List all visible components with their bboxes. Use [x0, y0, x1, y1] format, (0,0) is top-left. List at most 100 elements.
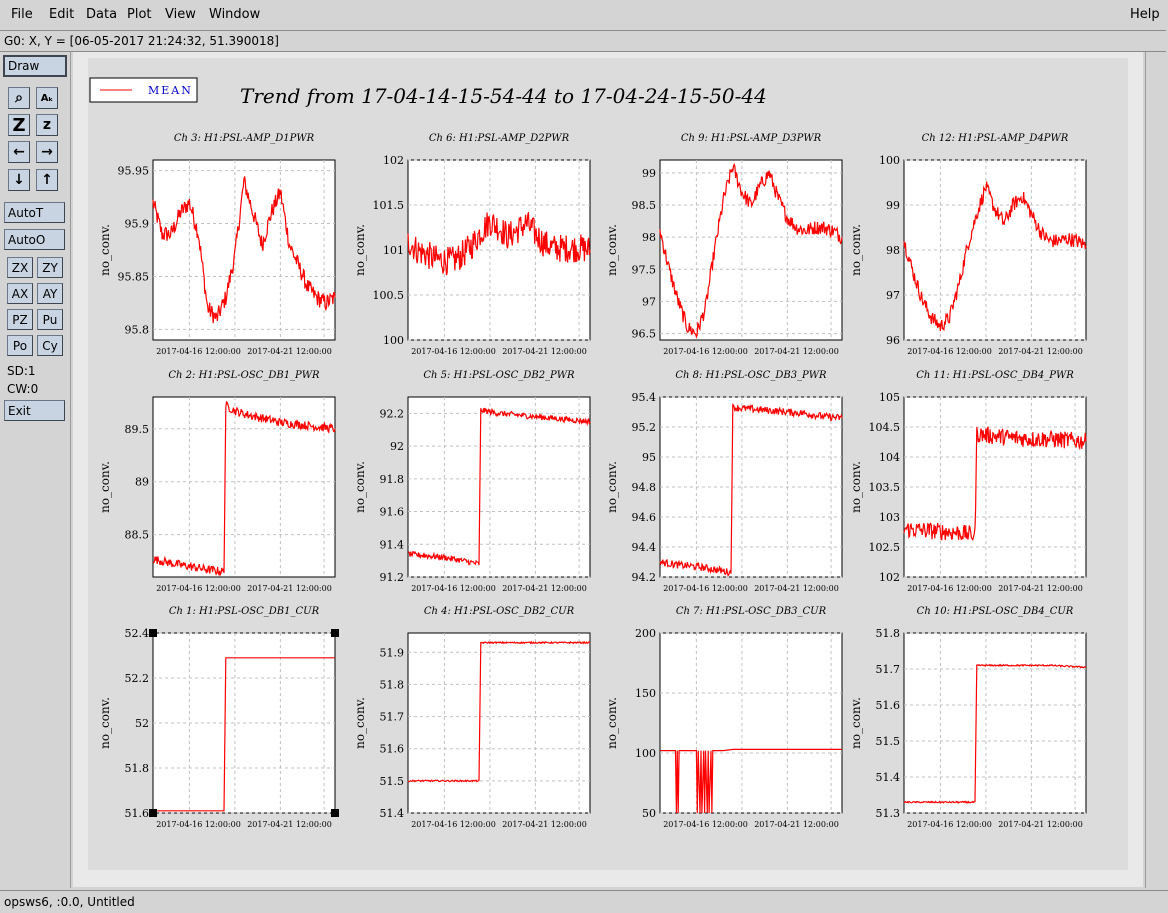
y-tick-label: 104	[879, 451, 900, 464]
series-line	[407, 212, 591, 276]
y-tick-label: 50	[642, 807, 656, 820]
chart-title: Ch 5: H1:PSL-OSC_DB2_PWR	[423, 370, 575, 381]
zoom-small-icon[interactable]: z	[36, 114, 58, 136]
y-tick-label: 51.4	[380, 807, 405, 820]
po-button[interactable]: Po	[7, 335, 33, 356]
y-tick-label: 95.8	[125, 323, 150, 336]
y-tick-label: 100	[635, 747, 656, 760]
y-tick-label: 91.6	[380, 506, 405, 519]
arrow-up-icon[interactable]: ↑	[36, 169, 58, 191]
menu-edit[interactable]: Edit	[49, 7, 75, 22]
y-tick-label: 95.4	[632, 391, 657, 404]
chart-panel-9: 52.4 52.2 52 51.8 51.6 2017-04-16 12:00:00 201…	[98, 606, 336, 829]
chart-panel-6: 92.2 92 91.8 91.6 91.4 91.2 2017-04-16 12:00:0…	[353, 370, 591, 593]
series-line	[152, 176, 336, 324]
x-tick-label: 2017-04-16 12:00:00	[156, 820, 241, 829]
y-tick-label: 95.9	[125, 218, 150, 231]
status-bar: opsws6, :0.0, Untitled	[0, 890, 1168, 913]
y-tick-label: 51.8	[380, 678, 405, 691]
y-tick-label: 101	[383, 244, 404, 257]
chart-title: Ch 11: H1:PSL-OSC_DB4_PWR	[916, 370, 1074, 381]
coordinate-readout: G0: X, Y = [06-05-2017 21:24:32, 51.3900…	[4, 34, 279, 48]
y-tick-label: 97.5	[632, 263, 657, 276]
draw-button[interactable]: Draw	[3, 55, 67, 77]
chart-panel-7: 95.4 95.2 95 94.8 94.6 94.4 94.2 2017-04-16 12:…	[605, 370, 843, 593]
cy-button[interactable]: Cy	[37, 335, 63, 356]
arrow-down-icon[interactable]: ↓	[8, 169, 30, 191]
menu-view[interactable]: View	[165, 7, 196, 22]
y-axis-label: no_conv.	[849, 461, 863, 513]
cw-label: CW:0	[7, 382, 39, 396]
plot-area: MEAN Trend from 17-04-14-15-54-44 to 17-0…	[88, 58, 1128, 870]
ax-button[interactable]: AX	[7, 283, 33, 304]
menu-plot[interactable]: Plot	[127, 7, 152, 22]
menu-file[interactable]: File	[11, 7, 33, 22]
y-tick-label: 52	[135, 717, 149, 730]
chart-panel-11: 200 150 100 50 2017-04-16 12:00:00 2017-04-21…	[605, 606, 843, 829]
text-size-icon[interactable]: Aₖ	[36, 87, 58, 109]
chart-title: Ch 9: H1:PSL-AMP_D3PWR	[681, 133, 822, 144]
y-tick-label: 96	[886, 334, 900, 347]
status-text: opsws6, :0.0, Untitled	[4, 895, 135, 909]
y-axis-label: no_conv.	[353, 224, 367, 276]
autot-button[interactable]: AutoT	[4, 202, 65, 223]
magnify-icon[interactable]: ⌕	[8, 87, 30, 109]
series-line	[903, 181, 1087, 332]
y-tick-label: 95.85	[118, 270, 150, 283]
menu-data[interactable]: Data	[86, 7, 118, 22]
y-tick-label: 51.3	[876, 807, 901, 820]
autoo-button[interactable]: AutoO	[4, 229, 65, 250]
menu-window[interactable]: Window	[209, 7, 261, 22]
chart-title: Ch 8: H1:PSL-OSC_DB3_PWR	[675, 370, 827, 381]
main-title: Trend from 17-04-14-15-54-44 to 17-04-24…	[240, 84, 767, 108]
y-tick-label: 100	[879, 154, 900, 167]
plot-frame	[407, 632, 591, 814]
y-axis-label: no_conv.	[605, 224, 619, 276]
y-tick-label: 95.95	[118, 165, 150, 178]
chart-panel-2: 102 101.5 101 100.5 100 2017-04-16 12:00:00 20…	[353, 133, 591, 356]
y-axis-label: no_conv.	[605, 461, 619, 513]
arrow-left-icon[interactable]: ←	[8, 141, 30, 163]
arrow-right-icon[interactable]: →	[36, 141, 58, 163]
y-tick-label: 51.6	[876, 699, 901, 712]
chart-panel-4: 100 99 98 97 96 2017-04-16 12:00:00 2017-04-21…	[849, 133, 1087, 356]
pz-button[interactable]: PZ	[7, 309, 33, 330]
selection-handle	[331, 629, 339, 637]
x-tick-label: 2017-04-21 12:00:00	[247, 347, 332, 356]
chart-panel-12: 51.8 51.7 51.6 51.5 51.4 51.3 2017-04-16 12:00…	[849, 606, 1087, 829]
zoom-large-icon[interactable]: Z	[8, 114, 30, 136]
chart-grid[interactable]: MEAN Trend from 17-04-14-15-54-44 to 17-0…	[88, 58, 1128, 870]
chart-title: Ch 7: H1:PSL-OSC_DB3_CUR	[676, 606, 827, 617]
series-line	[152, 400, 336, 577]
vertical-scrollbar[interactable]	[1145, 52, 1167, 888]
zy-button[interactable]: ZY	[37, 257, 63, 278]
x-tick-label: 2017-04-21 12:00:00	[502, 584, 587, 593]
y-tick-label: 98.5	[632, 199, 657, 212]
y-tick-label: 101.5	[373, 199, 405, 212]
series-line	[903, 426, 1087, 542]
selection-handle	[149, 809, 157, 817]
y-axis-label: no_conv.	[849, 224, 863, 276]
y-tick-label: 91.2	[380, 571, 405, 584]
chart-panel-8: 105 104.5 104 103.5 103 102.5 102 2017-04-16 12…	[849, 370, 1087, 593]
x-tick-label: 2017-04-21 12:00:00	[998, 584, 1083, 593]
y-tick-label: 51.8	[876, 627, 901, 640]
pu-button[interactable]: Pu	[37, 309, 63, 330]
chart-panel-10: 51.9 51.8 51.7 51.6 51.5 51.4 2017-04-16 12:00…	[353, 606, 591, 829]
y-tick-label: 96.5	[632, 328, 657, 341]
y-tick-label: 102.5	[869, 541, 901, 554]
y-tick-label: 51.7	[876, 663, 901, 676]
exit-button[interactable]: Exit	[4, 400, 65, 421]
zx-button[interactable]: ZX	[7, 257, 33, 278]
x-tick-label: 2017-04-16 12:00:00	[907, 347, 992, 356]
chart-title: Ch 2: H1:PSL-OSC_DB1_PWR	[168, 370, 320, 381]
y-tick-label: 51.6	[125, 807, 150, 820]
x-tick-label: 2017-04-21 12:00:00	[754, 820, 839, 829]
menu-help[interactable]: Help	[1130, 7, 1160, 22]
y-tick-label: 103	[879, 511, 900, 524]
series-line	[659, 403, 843, 577]
x-tick-label: 2017-04-16 12:00:00	[663, 820, 748, 829]
ay-button[interactable]: AY	[37, 283, 63, 304]
y-axis-label: no_conv.	[98, 224, 112, 276]
x-tick-label: 2017-04-16 12:00:00	[663, 584, 748, 593]
